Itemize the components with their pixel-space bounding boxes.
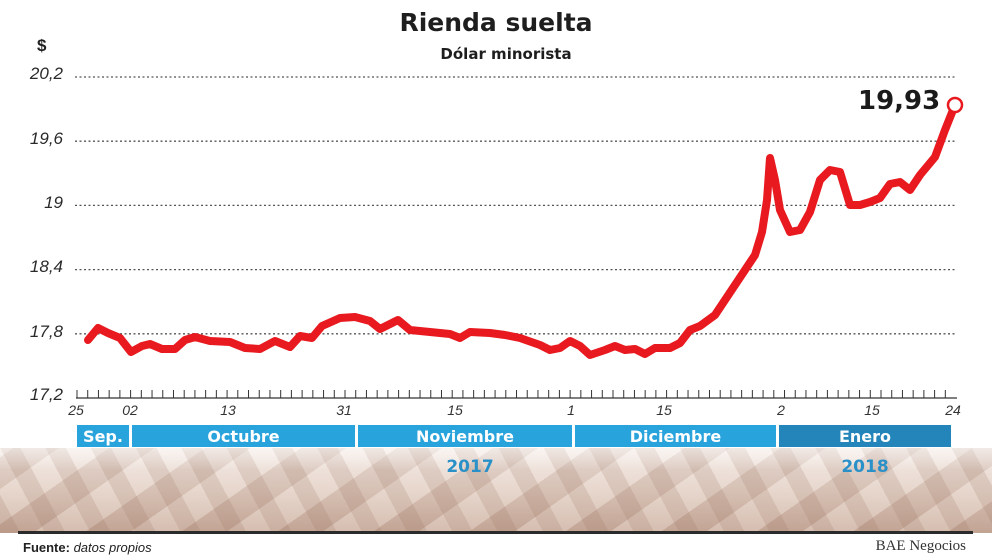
month-band-noviembre: Noviembre: [358, 425, 572, 447]
x-tick-label: 31: [336, 402, 352, 418]
x-tick-label: 02: [122, 402, 138, 418]
y-tick-label: 18,4: [29, 257, 63, 276]
y-tick-label: 17,2: [29, 385, 63, 404]
chart-title: Rienda suelta: [399, 8, 593, 37]
month-band-diciembre: Diciembre: [575, 425, 776, 447]
chart-subtitle: Dólar minorista: [440, 45, 572, 63]
month-band-sep: Sep.: [77, 425, 129, 447]
source-value: datos propios: [73, 540, 152, 555]
x-tick-label: 1: [567, 402, 575, 418]
y-tick-label: 19,6: [29, 129, 63, 148]
gridlines: [75, 76, 955, 335]
x-tick-label: 13: [220, 402, 236, 418]
y-axis-unit: $: [37, 36, 47, 55]
chart-plot-area: [75, 76, 964, 399]
footer-rule: [18, 531, 973, 534]
month-band-octubre: Octubre: [132, 425, 355, 447]
y-tick-label: 17,8: [29, 322, 63, 341]
x-tick-label: 25: [68, 402, 84, 418]
last-point-marker: [946, 96, 964, 114]
price-line: [84, 101, 959, 359]
source-label: Fuente:: [23, 540, 70, 555]
year-label-2018: 2018: [841, 457, 889, 477]
source-note: Fuente: datos propios: [23, 540, 152, 555]
month-band-enero: Enero: [779, 425, 951, 447]
x-tick-label: 15: [447, 402, 463, 418]
y-tick-label: 20,2: [29, 64, 63, 83]
x-axis-ticks: [76, 390, 957, 399]
x-tick-label: 24: [945, 402, 961, 418]
last-value-label: 19,93: [858, 86, 941, 116]
y-tick-label: 19: [44, 193, 63, 212]
year-label-2017: 2017: [446, 457, 494, 477]
x-tick-label: 15: [864, 402, 880, 418]
x-tick-label: 2: [777, 402, 785, 418]
publisher-brand: BAE Negocios: [875, 538, 966, 554]
x-tick-label: 15: [656, 402, 672, 418]
